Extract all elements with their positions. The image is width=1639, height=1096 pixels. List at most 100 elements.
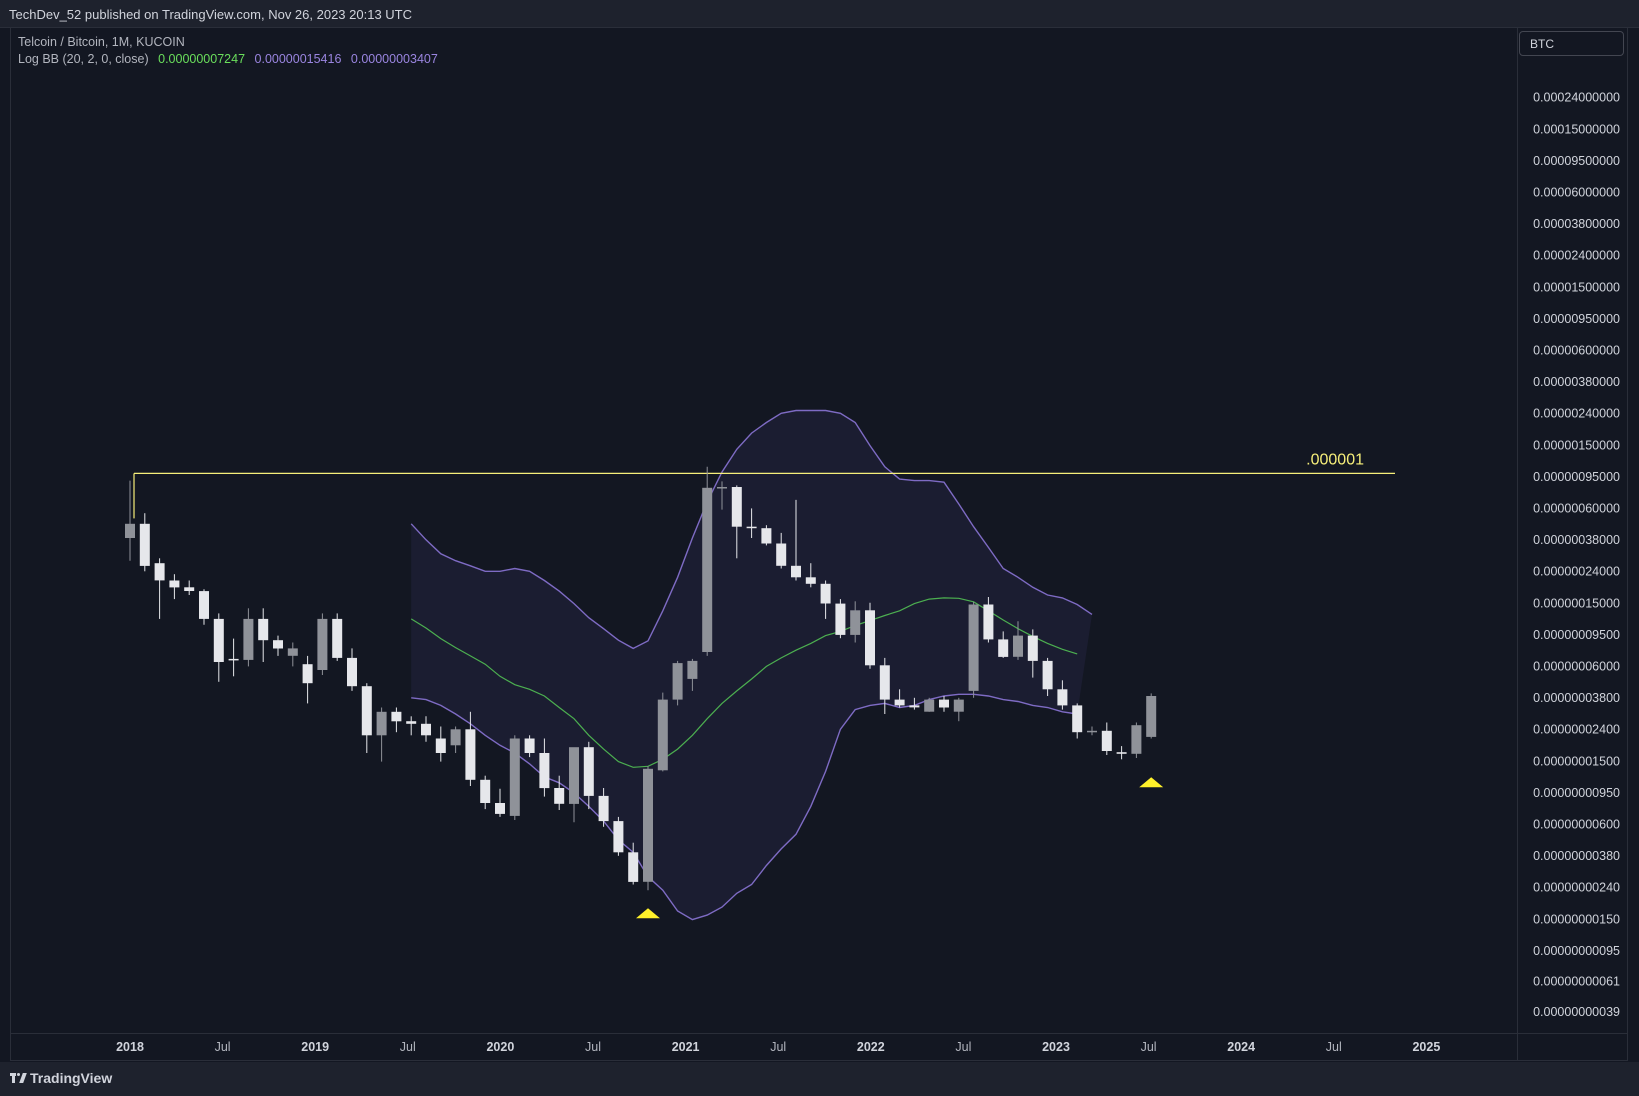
candle-body: [465, 729, 476, 780]
candle-body: [968, 604, 979, 691]
candle: [598, 788, 609, 827]
candle: [850, 601, 861, 643]
candle: [228, 638, 239, 677]
candle-body: [717, 487, 727, 489]
candle-body: [480, 779, 491, 803]
candle-body: [213, 618, 224, 662]
candle-body: [761, 528, 772, 544]
candle-body: [199, 591, 209, 619]
time-tick-label: 2019: [301, 1040, 329, 1054]
candle: [273, 635, 283, 656]
candle: [376, 707, 387, 762]
tradingview-logo[interactable]: TradingView: [10, 1070, 112, 1086]
candle: [465, 711, 476, 786]
candle: [406, 716, 417, 736]
candle: [332, 613, 343, 661]
candle: [139, 513, 150, 572]
candle: [909, 697, 920, 710]
price-tick-label: 0.00000950000: [1533, 312, 1620, 326]
candle-body: [1042, 660, 1053, 690]
candle: [583, 741, 594, 810]
candle-body: [791, 565, 801, 578]
candle-body: [139, 523, 150, 566]
tradingview-icon: [10, 1073, 27, 1083]
indicator-legend[interactable]: Log BB (20, 2, 0, close) 0.00000007247 0…: [18, 52, 438, 66]
candle-body: [865, 610, 875, 666]
candle: [805, 563, 816, 588]
candle: [347, 648, 357, 691]
price-tick-label: 0.00002400000: [1533, 248, 1620, 262]
price-tick-label: 0.00000380000: [1533, 375, 1620, 389]
candle-body: [909, 705, 920, 708]
candle: [435, 726, 446, 762]
candle-body: [702, 487, 713, 652]
basis-line: [410, 597, 1078, 768]
candle-body: [347, 657, 357, 687]
candle: [213, 613, 224, 682]
time-tick-label: 2022: [857, 1040, 885, 1054]
candle: [243, 608, 254, 667]
price-tick-label: 0.00000000950: [1533, 786, 1620, 800]
price-tick-label: 0.00000009500: [1533, 628, 1620, 642]
time-tick-label: Jul: [585, 1040, 601, 1054]
candle-body: [169, 580, 180, 588]
candle: [1101, 722, 1112, 755]
candle: [391, 707, 402, 733]
candle-body: [302, 664, 313, 684]
signal-markers: [636, 777, 1164, 919]
candle-body: [435, 738, 446, 753]
candle: [953, 697, 964, 722]
candle: [820, 580, 831, 619]
price-tick-label: 0.00003800000: [1533, 217, 1620, 231]
candle: [835, 599, 846, 639]
candle: [287, 642, 298, 667]
indicator-name: Log BB (20, 2, 0, close): [18, 52, 149, 66]
time-tick-label: Jul: [955, 1040, 971, 1054]
candle-body: [776, 543, 787, 566]
candle-body: [805, 577, 816, 584]
candle-body: [406, 721, 417, 724]
band-fill: [411, 410, 1092, 920]
candle-body: [731, 487, 742, 527]
candle: [539, 738, 550, 797]
resistance-line-group[interactable]: .000001: [133, 451, 1395, 519]
price-tick-label: 0.00001500000: [1533, 281, 1620, 295]
price-tick-label: 0.00000240000: [1533, 406, 1620, 420]
time-tick-label: Jul: [1326, 1040, 1342, 1054]
candle: [1087, 726, 1097, 736]
price-tick-label: 0.00000000240: [1533, 880, 1620, 894]
signal-triangle-icon: [636, 908, 660, 919]
candle: [302, 655, 313, 704]
candle: [791, 499, 801, 581]
candle-body: [1072, 705, 1083, 733]
time-tick-label: 2018: [116, 1040, 144, 1054]
candle-body: [657, 699, 668, 771]
candle-body: [850, 610, 861, 635]
price-tick-label: 0.00000000380: [1533, 849, 1620, 863]
candle-body: [450, 729, 461, 746]
footer: TradingView: [0, 1062, 1639, 1096]
price-tick-label: 0.00000000039: [1533, 1005, 1620, 1019]
time-axis[interactable]: 2018 Jul 2019 Jul 2020 Jul 2021 Jul 2022 Jul 2023 J…: [116, 1040, 1440, 1054]
candle: [480, 775, 491, 810]
candle: [731, 485, 742, 559]
candle-body: [243, 618, 254, 660]
candle-body: [939, 699, 949, 708]
candle: [169, 574, 180, 600]
price-axis[interactable]: 0.00024000000 0.00015000000 0.00009500000 0…: [1533, 90, 1620, 1019]
price-tick-label: 0.00000038000: [1533, 533, 1620, 547]
time-tick-label: 2020: [486, 1040, 514, 1054]
candle-body: [258, 618, 269, 641]
candle: [628, 842, 639, 885]
candle-body: [421, 723, 431, 736]
candle-body: [1013, 635, 1023, 657]
candle: [154, 558, 165, 619]
candle: [643, 766, 653, 891]
candle-body: [228, 658, 239, 661]
price-tick-label: 0.00000024000: [1533, 564, 1620, 578]
candle-body: [361, 686, 372, 736]
currency-selector[interactable]: BTC: [1519, 31, 1624, 56]
symbol-legend[interactable]: Telcoin / Bitcoin, 1M, KUCOIN: [18, 35, 185, 49]
candle: [879, 657, 890, 714]
